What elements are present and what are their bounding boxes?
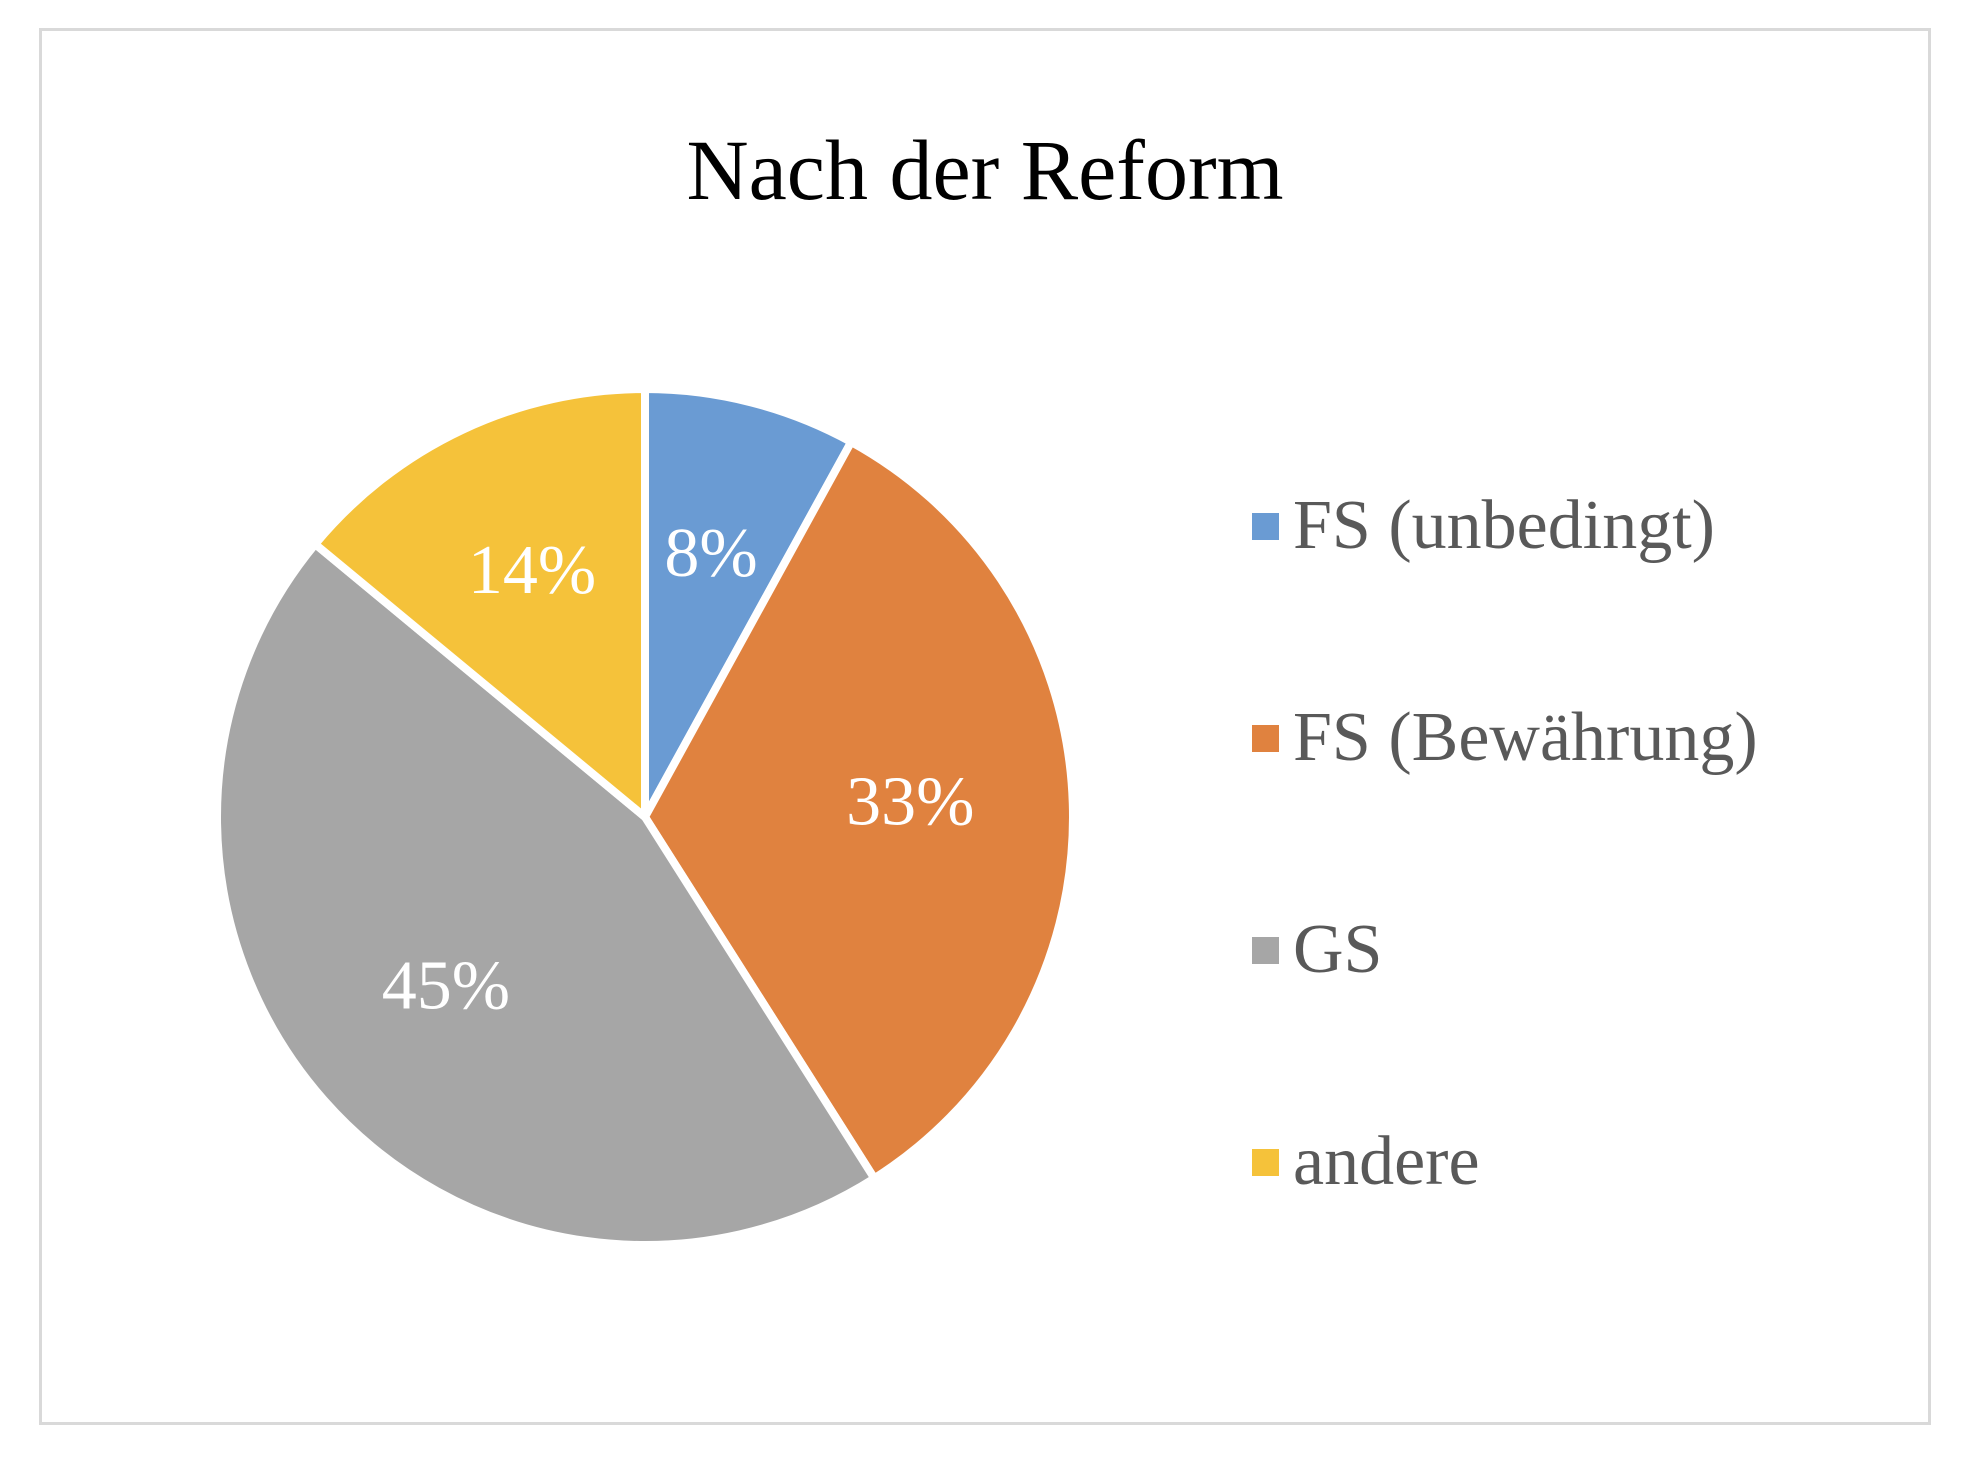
legend-item-3: GS (1252, 905, 1382, 995)
chart-title: Nach der Reform (686, 122, 1284, 218)
legend-item-4: andere (1252, 1117, 1480, 1207)
legend-label-1: FS (unbedingt) (1293, 487, 1715, 564)
pie-chart: 8% 33% 45% 14% (213, 385, 1077, 1249)
slice-label-4: 14% (468, 532, 596, 609)
pie-slice-1 (641, 385, 856, 821)
pie-slice-2 (641, 437, 1077, 1183)
legend-item-2: FS (Bewährung) (1252, 693, 1758, 783)
slice-label-2: 33% (846, 764, 974, 841)
legend-label-2: FS (Bewährung) (1293, 699, 1758, 776)
pie-slice-4 (311, 385, 649, 821)
legend-item-1: FS (unbedingt) (1252, 481, 1715, 571)
slice-label-3: 45% (382, 948, 510, 1025)
legend-swatch-4 (1252, 1148, 1279, 1176)
legend-label-3: GS (1293, 911, 1383, 988)
legend-label-4: andere (1293, 1123, 1480, 1200)
chart-area: Nach der Reform 8% 33% 45% 14% FS (unbeding… (39, 28, 1931, 1425)
legend-swatch-1 (1252, 512, 1279, 540)
legend-swatch-3 (1252, 936, 1279, 964)
pie-slice-3 (213, 540, 879, 1249)
legend-swatch-2 (1252, 724, 1279, 752)
slice-label-1: 8% (664, 515, 757, 592)
